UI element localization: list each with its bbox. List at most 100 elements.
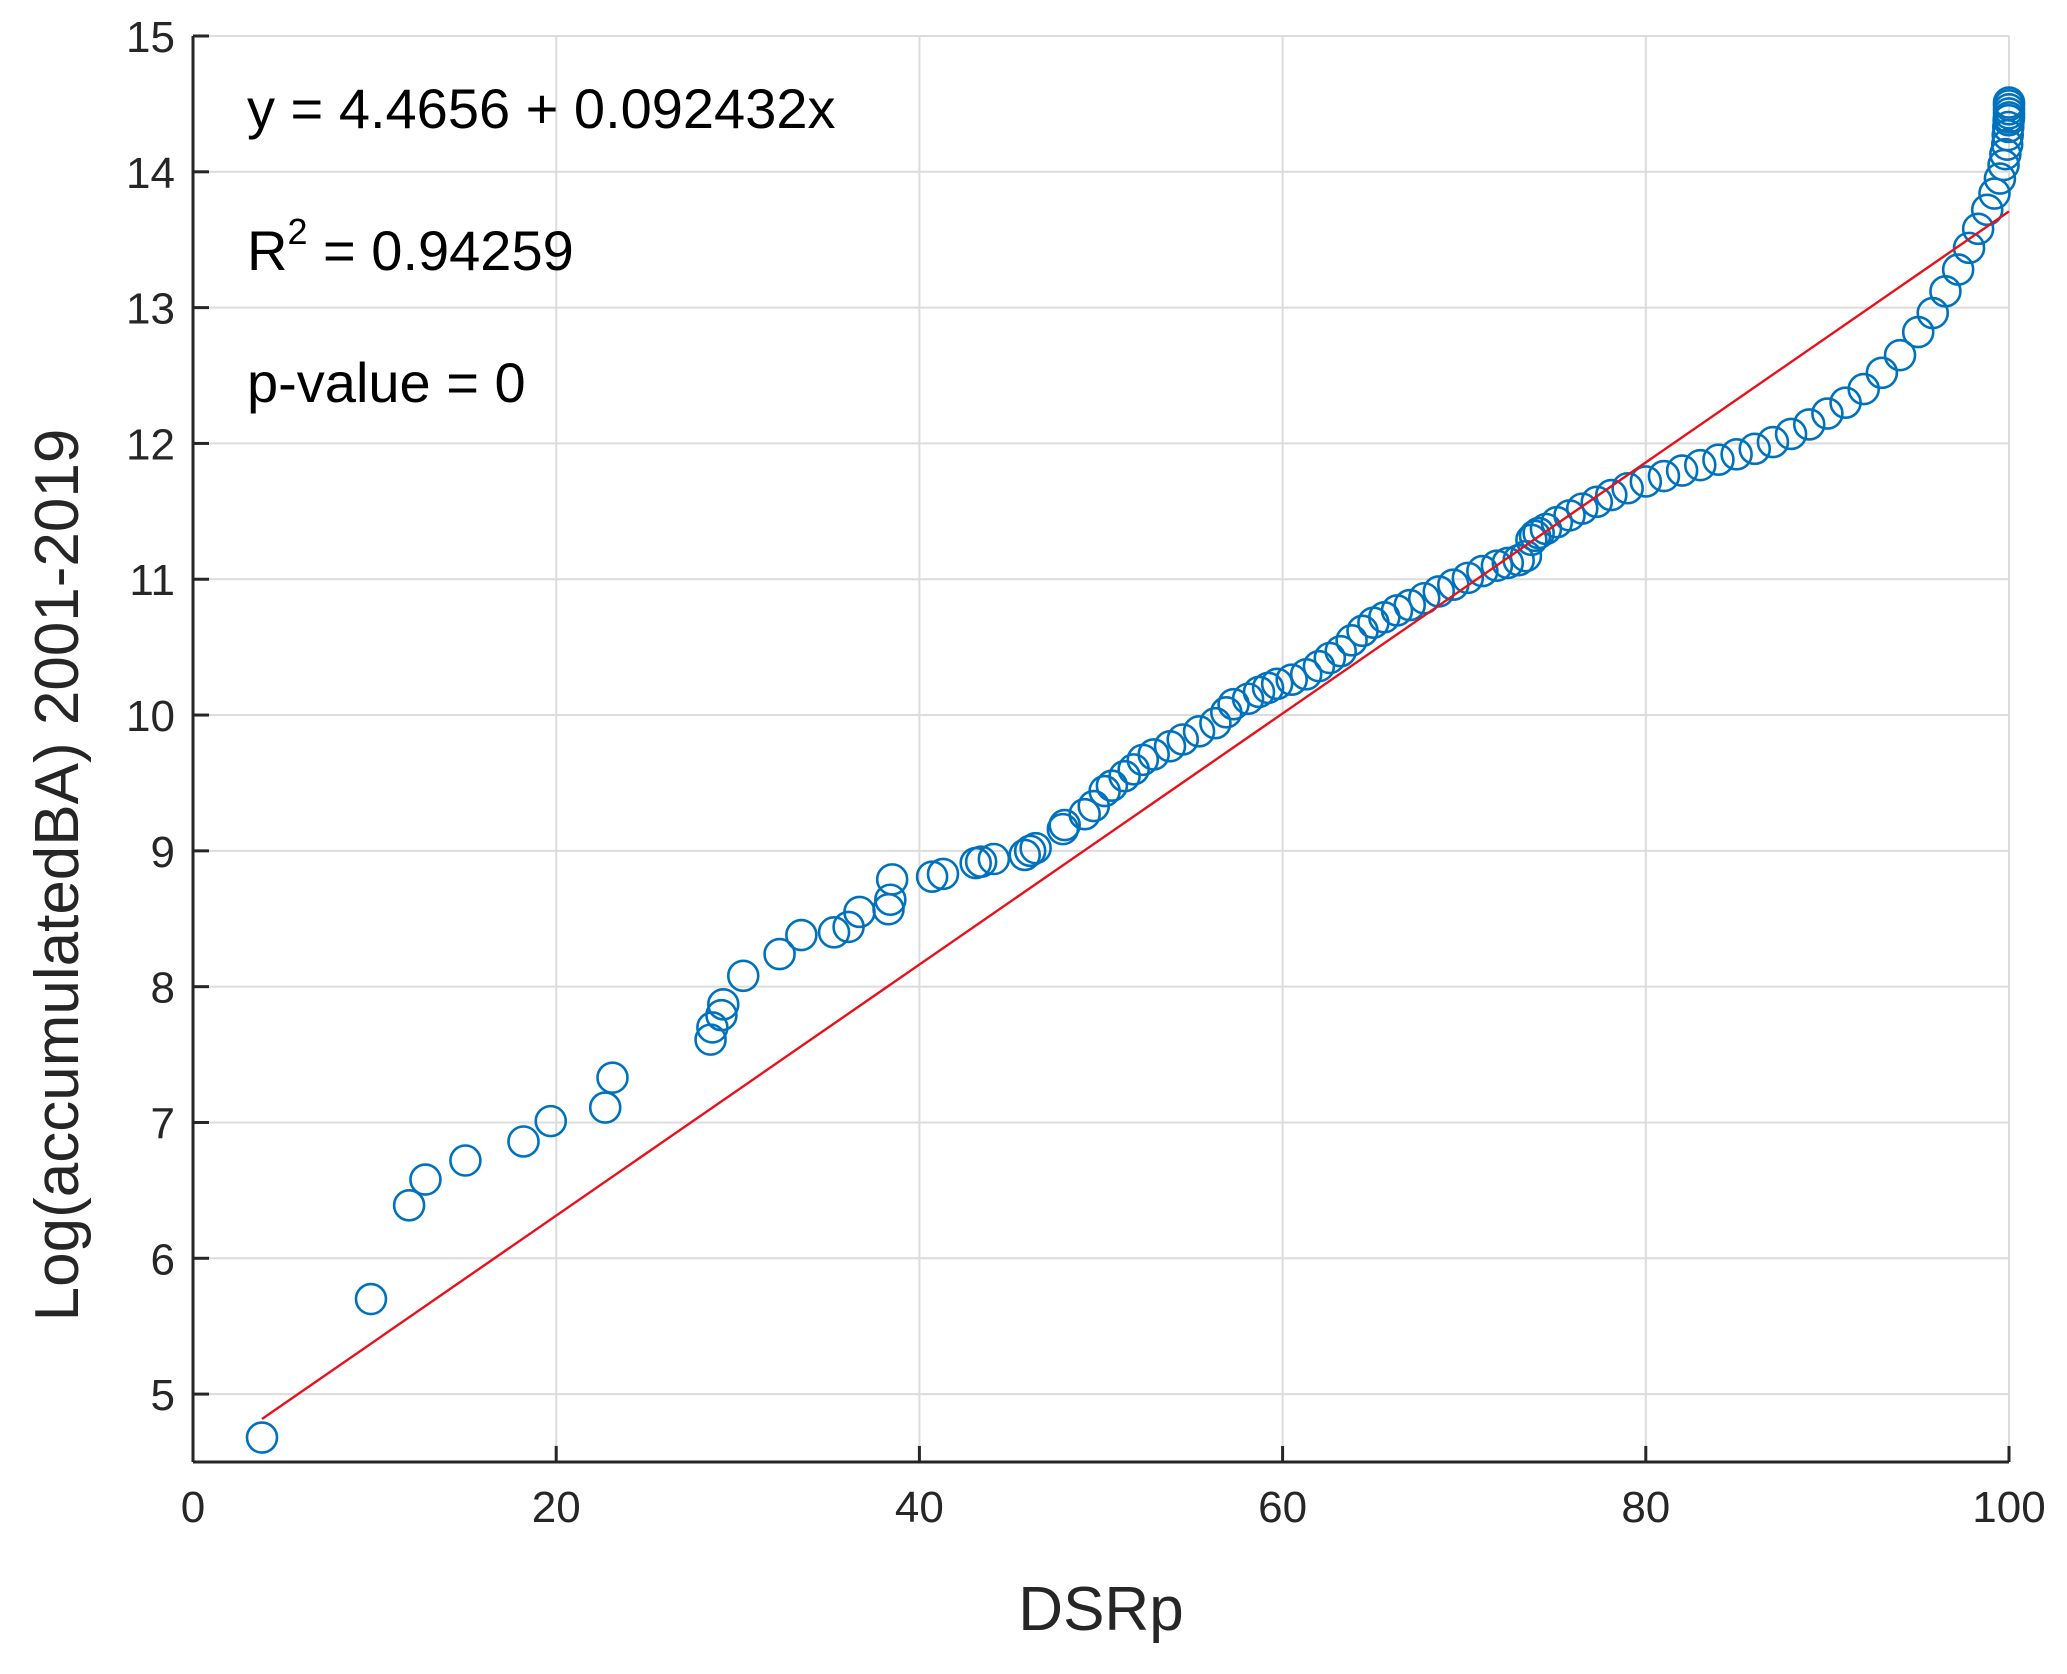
data-point xyxy=(926,857,960,891)
x-tick-label: 0 xyxy=(181,1483,205,1532)
data-point xyxy=(1580,485,1614,519)
data-point xyxy=(763,937,796,971)
data-point xyxy=(534,1104,568,1138)
data-point xyxy=(1683,448,1717,482)
data-point xyxy=(1702,443,1735,477)
data-point xyxy=(1961,212,1995,246)
data-points xyxy=(245,86,2026,1454)
data-point xyxy=(875,863,909,896)
data-point xyxy=(596,1061,629,1094)
data-point xyxy=(1199,706,1232,740)
data-point xyxy=(1275,663,1308,697)
data-point xyxy=(1313,641,1347,675)
data-point xyxy=(964,845,998,879)
data-point xyxy=(1847,372,1881,406)
data-point xyxy=(1594,478,1628,512)
y-tick-label: 12 xyxy=(126,420,175,469)
data-point xyxy=(507,1125,540,1158)
data-point xyxy=(706,988,740,1021)
data-point xyxy=(1048,808,1081,842)
y-tick-label: 14 xyxy=(126,149,175,198)
data-point xyxy=(1013,834,1047,868)
y-tick-label: 15 xyxy=(126,13,175,62)
data-point xyxy=(1324,634,1358,668)
data-point xyxy=(1335,624,1368,657)
data-point xyxy=(696,1011,729,1044)
data-point xyxy=(1720,437,1753,471)
data-point xyxy=(1466,554,1499,588)
y-tick-label: 11 xyxy=(129,556,175,605)
y-tick-label: 5 xyxy=(151,1371,175,1420)
data-point xyxy=(726,959,760,993)
data-point xyxy=(1992,86,2026,119)
data-point xyxy=(705,998,738,1032)
data-point xyxy=(1137,738,1170,771)
data-point xyxy=(1883,338,1917,372)
data-point xyxy=(1302,649,1336,683)
y-tick-label: 8 xyxy=(151,964,175,1013)
axes xyxy=(191,34,2011,1464)
data-point xyxy=(1491,546,1525,580)
data-point xyxy=(1008,838,1042,872)
regression-line-group xyxy=(261,210,2010,1420)
data-point xyxy=(392,1189,426,1222)
data-point xyxy=(449,1144,482,1177)
data-point xyxy=(1811,397,1844,430)
y-tick-labels: 5 6 7 8 9 10 11 12 13 14 15 xyxy=(126,13,175,1420)
data-point xyxy=(1647,459,1681,493)
equation-annotation: y = 4.4656 + 0.092432x xyxy=(247,77,836,140)
data-point xyxy=(1108,759,1141,793)
y-tick-label: 6 xyxy=(151,1235,175,1284)
x-tick-label: 80 xyxy=(1621,1483,1670,1532)
data-point xyxy=(785,918,818,952)
data-point xyxy=(1952,231,1986,265)
data-point xyxy=(1865,356,1899,390)
data-point xyxy=(1629,465,1663,498)
data-point xyxy=(1990,128,2024,161)
r-squared-value: = 0.94259 xyxy=(307,219,573,282)
grid xyxy=(193,35,2010,1462)
x-tick-label: 20 xyxy=(532,1483,581,1532)
y-tick-label: 7 xyxy=(151,1099,175,1148)
y-axis-label: Log(accumulatedBA) 2001-2019 xyxy=(23,429,92,1322)
x-tick-labels: 0 20 40 60 80 100 xyxy=(181,1483,2046,1532)
r-squared-prefix: R xyxy=(247,219,287,282)
y-tick-label: 9 xyxy=(151,828,175,877)
data-point xyxy=(245,1421,279,1454)
x-axis-label: DSRp xyxy=(1018,1575,1183,1644)
r-squared-annotation: R2 = 0.94259 xyxy=(247,211,574,282)
data-point xyxy=(1231,682,1265,716)
data-point xyxy=(1738,432,1772,466)
y-tick-label: 13 xyxy=(126,285,175,334)
data-point xyxy=(977,842,1011,876)
p-value-annotation: p-value = 0 xyxy=(247,351,526,414)
data-point xyxy=(1983,162,2017,195)
data-point xyxy=(1756,425,1790,459)
data-point xyxy=(1019,831,1052,865)
data-point xyxy=(1068,797,1101,831)
regression-line xyxy=(261,210,2010,1420)
data-point xyxy=(1565,492,1599,525)
x-tick-label: 40 xyxy=(895,1483,944,1532)
data-point xyxy=(1774,417,1808,451)
data-point xyxy=(915,860,949,893)
data-point xyxy=(1451,561,1485,595)
data-point xyxy=(588,1091,622,1124)
data-point xyxy=(1970,193,2004,227)
data-point xyxy=(874,883,907,917)
data-point xyxy=(1522,516,1555,550)
data-point xyxy=(354,1282,388,1316)
data-point xyxy=(1665,454,1699,487)
x-tick-label: 60 xyxy=(1258,1483,1307,1532)
y-tick-label: 10 xyxy=(126,692,175,741)
data-point xyxy=(1407,581,1441,615)
data-point xyxy=(1260,667,1294,701)
data-point xyxy=(817,916,851,949)
data-point xyxy=(1611,471,1644,505)
data-point xyxy=(1941,253,1975,286)
r-squared-superscript: 2 xyxy=(287,211,307,252)
data-point xyxy=(1480,549,1514,582)
data-point xyxy=(1393,588,1427,622)
x-tick-label: 100 xyxy=(1972,1483,2045,1532)
